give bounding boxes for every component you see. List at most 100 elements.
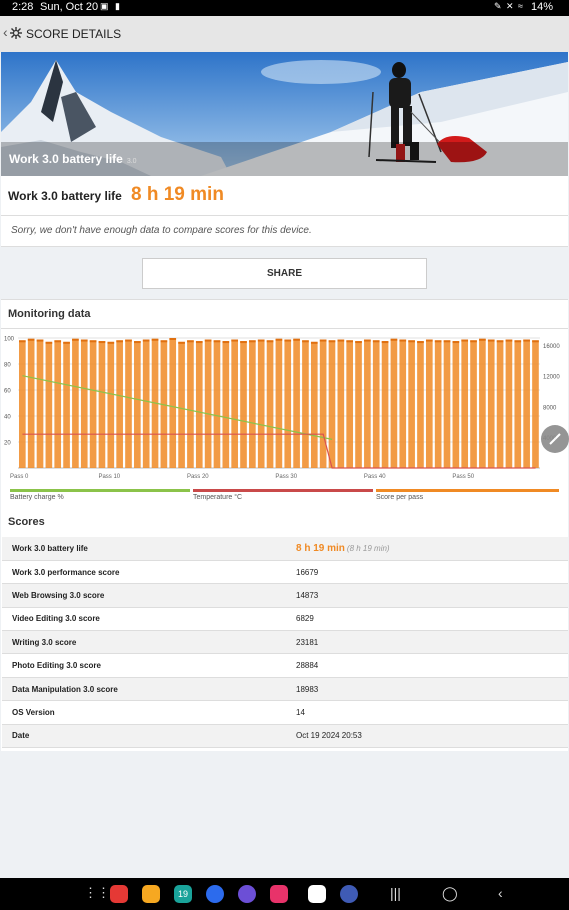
score-label: Date <box>2 724 285 749</box>
score-bar-cap <box>408 340 415 343</box>
score-bar <box>443 340 451 468</box>
score-bar-cap <box>302 340 309 343</box>
score-bar-cap <box>45 341 53 344</box>
chart-lines <box>22 375 536 469</box>
score-row: Data Manipulation 3.0 score 18983 <box>2 677 568 702</box>
score-bar <box>355 341 362 468</box>
score-bar-cap <box>346 340 354 343</box>
gallery-icon[interactable] <box>270 885 288 903</box>
score-bar-cap <box>266 340 274 343</box>
score-bar <box>532 340 539 468</box>
score-bar <box>390 338 398 468</box>
score-bar <box>89 340 97 468</box>
score-bar <box>346 340 354 468</box>
x-tick-label: Pass 50 <box>452 474 474 480</box>
score-bar-cap <box>319 339 327 342</box>
score-row: Date Oct 19 2024 20:53 <box>2 724 568 749</box>
score-bar-cap <box>249 340 256 343</box>
score-bar <box>45 341 53 468</box>
x-tick-label: Pass 40 <box>364 474 386 480</box>
score-bar-cap <box>514 340 522 343</box>
legend-battery-swatch <box>10 489 190 492</box>
app-bar: ‹ SCORE DETAILS <box>0 16 569 52</box>
score-bar <box>417 341 424 468</box>
settings-icon[interactable] <box>340 885 358 903</box>
score-bar <box>27 338 35 468</box>
score-bar-cap <box>240 341 247 344</box>
x-axis-ticks: Pass 0 Pass 10 Pass 20 Pass 30 Pass 40 Pass 5… <box>10 474 475 480</box>
home-icon[interactable]: ◯ <box>442 885 458 901</box>
back-chevron-icon[interactable]: ‹ <box>3 24 8 40</box>
score-bar-cap <box>443 340 451 343</box>
score-bar <box>266 340 274 468</box>
score-label: Video Editing 3.0 score <box>2 607 285 632</box>
legend-score-swatch <box>376 489 559 492</box>
score-bar-cap <box>19 340 26 343</box>
status-bar: 2:28 Sun, Oct 20 ▣ ▮ ✎ ✕ ≈ 14% <box>0 0 569 16</box>
score-bar-cap <box>505 339 513 342</box>
score-value: 23181 <box>285 630 568 655</box>
score-bar-cap <box>372 340 380 343</box>
score-bar-cap <box>328 340 336 343</box>
score-bars <box>19 338 539 468</box>
hero-caption: Work 3.0 battery life 3.0 <box>9 152 137 166</box>
messages-icon[interactable] <box>206 885 224 903</box>
calendar-icon[interactable]: 19 <box>174 885 192 903</box>
skier-figure <box>368 62 487 163</box>
3dmark-icon[interactable] <box>308 885 326 903</box>
temperature-line <box>22 433 536 469</box>
score-bar-cap <box>470 340 477 343</box>
score-bar <box>479 338 486 468</box>
score-value: 28884 <box>285 653 568 678</box>
score-bar-cap <box>293 338 300 341</box>
score-bar-cap <box>523 339 530 342</box>
edit-icon: ✎ <box>494 1 502 11</box>
score-label: Work 3.0 performance score <box>2 560 285 585</box>
monitoring-title: Monitoring data <box>8 308 91 320</box>
score-bar-cap <box>160 340 168 343</box>
flipboard-icon[interactable] <box>110 885 128 903</box>
status-time: 2:28 <box>12 1 34 13</box>
score-row: Web Browsing 3.0 score 14873 <box>2 583 568 608</box>
scores-table: Work 3.0 battery life 8 h 19 min (8 h 19 m… <box>2 537 568 749</box>
score-bar <box>487 339 495 468</box>
score-row: Work 3.0 battery life 8 h 19 min (8 h 19 m… <box>2 537 568 561</box>
recent-apps-icon[interactable]: ||| <box>390 885 401 901</box>
score-bar-cap <box>80 339 88 342</box>
internet-icon[interactable] <box>238 885 256 903</box>
score-bar <box>240 341 247 468</box>
score-bar-cap <box>399 339 407 342</box>
battery-level: 14% <box>531 1 554 13</box>
scroll-handle-button[interactable] <box>541 425 569 453</box>
score-bar <box>72 338 79 468</box>
score-bar-cap <box>187 340 194 343</box>
right-tick-label: 16000 <box>543 344 560 350</box>
score-bar-cap <box>487 339 495 342</box>
score-bar <box>470 340 477 468</box>
score-label: Web Browsing 3.0 score <box>2 583 285 608</box>
back-icon[interactable]: ‹ <box>498 885 503 901</box>
score-bar-cap <box>27 338 35 341</box>
skier-mountain-image <box>1 52 568 176</box>
right-tick-label: 12000 <box>543 375 560 381</box>
hero-banner: Work 3.0 battery life 3.0 <box>1 52 568 176</box>
hero-test-name: Work 3.0 battery life <box>9 152 123 166</box>
score-bar-cap <box>195 341 203 344</box>
score-bar <box>36 339 44 468</box>
files-icon[interactable] <box>142 885 160 903</box>
score-bar-cap <box>532 340 539 343</box>
score-bar <box>178 341 185 468</box>
score-label: Work 3.0 battery life <box>2 537 285 561</box>
share-button[interactable]: SHARE <box>142 258 427 289</box>
page-title: SCORE DETAILS <box>26 27 122 41</box>
divider <box>1 328 568 329</box>
score-bar-cap <box>63 341 70 344</box>
legend-temperature-label: Temperature °C <box>193 494 243 501</box>
score-bar <box>434 340 442 468</box>
score-bar-cap <box>98 341 106 344</box>
wifi-icon: ≈ <box>518 1 523 11</box>
score-row: Work 3.0 performance score 16679 <box>2 560 568 585</box>
score-bar <box>408 340 415 468</box>
score-row: Photo Editing 3.0 score 28884 <box>2 653 568 678</box>
